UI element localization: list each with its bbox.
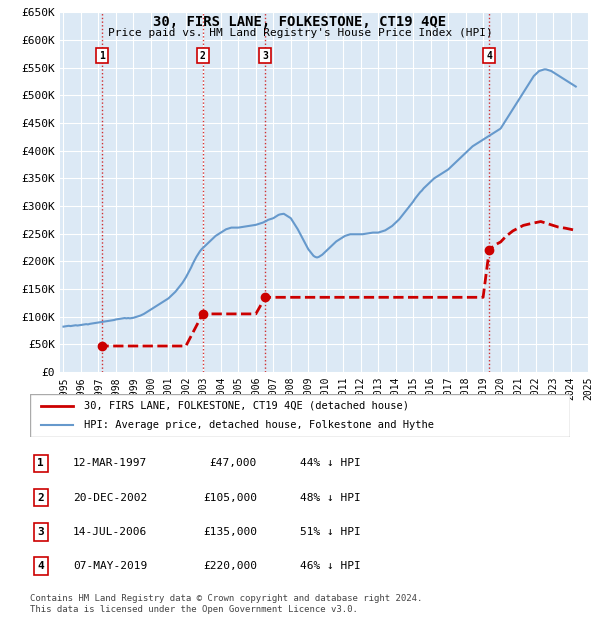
Text: 4: 4: [37, 560, 44, 571]
Text: 14-JUL-2006: 14-JUL-2006: [73, 526, 148, 537]
Text: 30, FIRS LANE, FOLKESTONE, CT19 4QE (detached house): 30, FIRS LANE, FOLKESTONE, CT19 4QE (det…: [84, 401, 409, 411]
Text: 4: 4: [486, 51, 492, 61]
Text: 48% ↓ HPI: 48% ↓ HPI: [300, 492, 361, 503]
Text: £220,000: £220,000: [203, 560, 257, 571]
Text: 3: 3: [262, 51, 268, 61]
Text: HPI: Average price, detached house, Folkestone and Hythe: HPI: Average price, detached house, Folk…: [84, 420, 434, 430]
Text: 3: 3: [37, 526, 44, 537]
Text: 1: 1: [99, 51, 105, 61]
Text: Contains HM Land Registry data © Crown copyright and database right 2024.
This d: Contains HM Land Registry data © Crown c…: [30, 595, 422, 614]
Text: 2: 2: [200, 51, 206, 61]
Text: 2: 2: [37, 492, 44, 503]
Text: 44% ↓ HPI: 44% ↓ HPI: [300, 458, 361, 469]
Text: £47,000: £47,000: [209, 458, 257, 469]
Text: 12-MAR-1997: 12-MAR-1997: [73, 458, 148, 469]
Text: 1: 1: [37, 458, 44, 469]
Text: £105,000: £105,000: [203, 492, 257, 503]
Text: 46% ↓ HPI: 46% ↓ HPI: [300, 560, 361, 571]
Text: 51% ↓ HPI: 51% ↓ HPI: [300, 526, 361, 537]
Text: 30, FIRS LANE, FOLKESTONE, CT19 4QE: 30, FIRS LANE, FOLKESTONE, CT19 4QE: [154, 16, 446, 30]
FancyBboxPatch shape: [30, 394, 570, 437]
Text: 20-DEC-2002: 20-DEC-2002: [73, 492, 148, 503]
Text: Price paid vs. HM Land Registry's House Price Index (HPI): Price paid vs. HM Land Registry's House …: [107, 28, 493, 38]
Text: £135,000: £135,000: [203, 526, 257, 537]
Text: 07-MAY-2019: 07-MAY-2019: [73, 560, 148, 571]
